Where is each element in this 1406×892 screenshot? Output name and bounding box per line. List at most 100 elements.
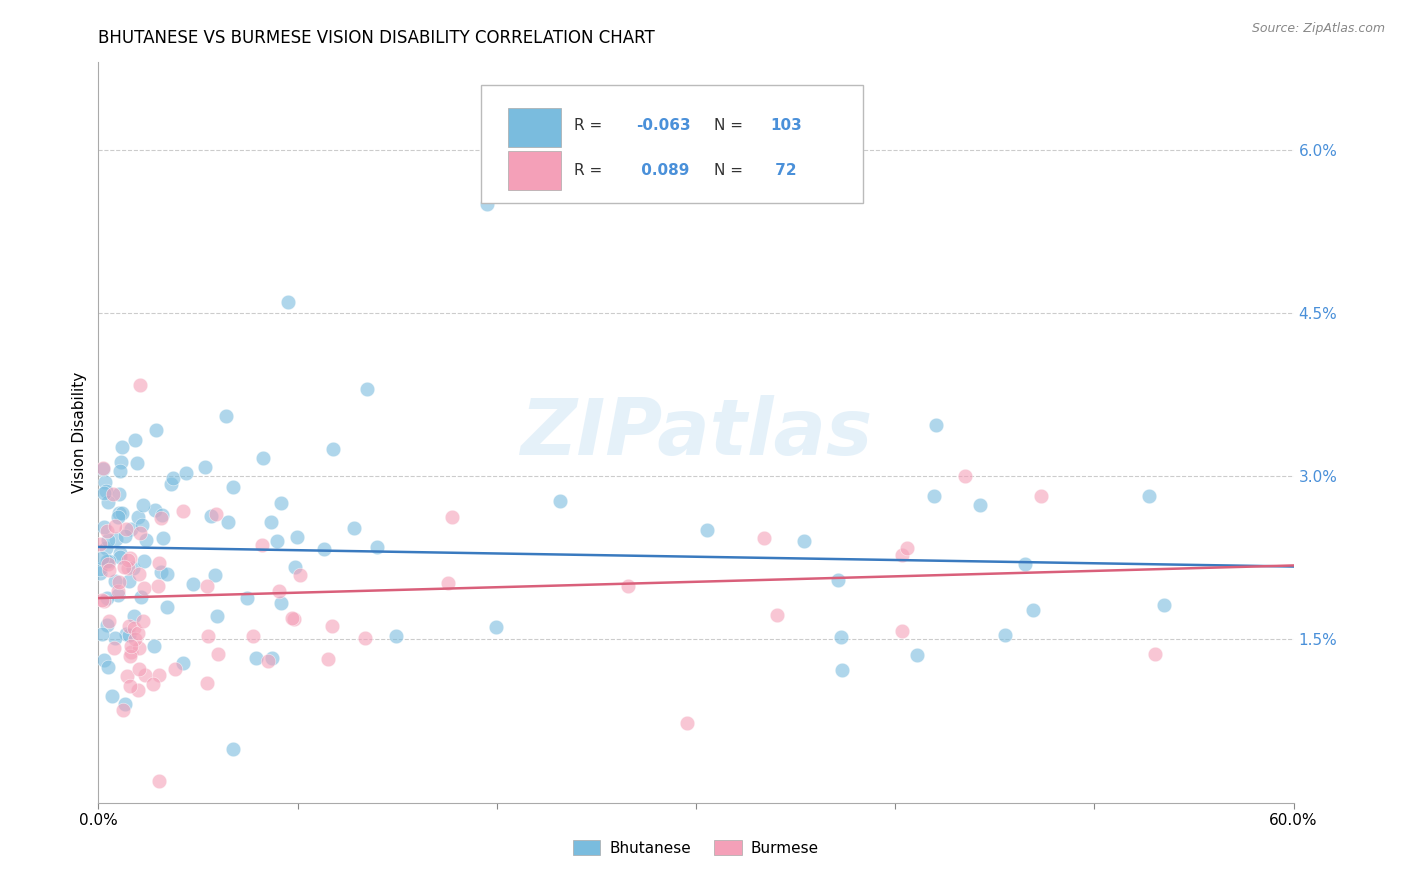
Point xyxy=(111,507,134,521)
Point xyxy=(548,494,571,508)
Point xyxy=(114,529,136,543)
Point xyxy=(195,579,218,593)
Point xyxy=(1031,489,1053,503)
Text: Source: ZipAtlas.com: Source: ZipAtlas.com xyxy=(1251,22,1385,36)
Point xyxy=(127,683,149,698)
Point xyxy=(122,609,145,624)
Point xyxy=(104,519,127,533)
Point xyxy=(195,676,218,690)
Point xyxy=(128,641,150,656)
Point xyxy=(124,433,146,447)
Point xyxy=(124,632,146,646)
Point xyxy=(385,629,408,643)
Text: 103: 103 xyxy=(770,118,801,133)
Point xyxy=(896,541,918,555)
Point xyxy=(754,531,776,545)
Point xyxy=(97,533,120,547)
FancyBboxPatch shape xyxy=(509,108,561,147)
Point xyxy=(96,618,118,632)
Point xyxy=(118,574,141,588)
Point xyxy=(827,573,849,587)
Point xyxy=(110,455,132,469)
Point xyxy=(96,591,118,606)
Point xyxy=(122,561,145,575)
Point xyxy=(103,641,125,656)
Point xyxy=(283,612,305,626)
Point xyxy=(245,651,267,665)
Point xyxy=(250,538,273,552)
Point xyxy=(260,515,283,529)
Point xyxy=(252,450,274,465)
Point xyxy=(143,639,166,653)
Point xyxy=(172,656,194,670)
Point xyxy=(354,632,377,646)
Point xyxy=(108,506,131,520)
Point xyxy=(91,627,114,641)
Point xyxy=(115,669,138,683)
FancyBboxPatch shape xyxy=(509,152,561,190)
Point xyxy=(143,503,166,517)
Point xyxy=(91,460,114,475)
Text: 72: 72 xyxy=(770,163,797,178)
Point xyxy=(91,551,114,566)
FancyBboxPatch shape xyxy=(481,85,863,203)
Point xyxy=(107,583,129,598)
Point xyxy=(100,689,122,703)
Point xyxy=(118,551,141,566)
Point xyxy=(1014,558,1036,572)
Point xyxy=(830,630,852,644)
Point xyxy=(440,510,463,524)
Point xyxy=(475,197,498,211)
Point xyxy=(125,456,148,470)
Point xyxy=(132,614,155,628)
Point xyxy=(129,525,152,540)
Point xyxy=(107,588,129,602)
Point xyxy=(93,485,115,500)
Point xyxy=(156,599,179,614)
Point xyxy=(200,509,222,524)
Point xyxy=(156,566,179,581)
Point xyxy=(93,594,115,608)
Point xyxy=(174,466,197,480)
Point xyxy=(120,522,142,536)
Point xyxy=(616,579,638,593)
Point xyxy=(89,537,111,551)
Point xyxy=(356,382,378,396)
Point xyxy=(285,530,308,544)
Point xyxy=(135,533,157,548)
Text: 0.089: 0.089 xyxy=(637,163,689,178)
Point xyxy=(148,774,170,789)
Point xyxy=(890,549,912,563)
Point xyxy=(242,629,264,643)
Point xyxy=(127,509,149,524)
Point xyxy=(120,645,142,659)
Point xyxy=(160,477,183,491)
Text: N =: N = xyxy=(714,163,742,178)
Point xyxy=(89,566,111,580)
Point xyxy=(128,566,150,581)
Point xyxy=(316,652,339,666)
Point xyxy=(148,556,170,570)
Point xyxy=(922,489,945,503)
Point xyxy=(127,626,149,640)
Point xyxy=(1137,489,1160,503)
Point xyxy=(290,568,312,582)
Point xyxy=(122,621,145,635)
Y-axis label: Vision Disability: Vision Disability xyxy=(72,372,87,493)
Point xyxy=(117,552,139,566)
Point xyxy=(108,487,131,501)
Point xyxy=(149,510,172,524)
Point xyxy=(103,487,125,501)
Point xyxy=(222,742,245,756)
Point xyxy=(128,662,150,676)
Point xyxy=(793,534,815,549)
Point xyxy=(91,462,114,476)
Point xyxy=(181,577,204,591)
Point xyxy=(197,629,219,643)
Point xyxy=(118,648,141,663)
Point xyxy=(118,628,141,642)
Point xyxy=(93,520,115,534)
Point xyxy=(765,607,787,622)
Point xyxy=(114,697,136,711)
Point xyxy=(98,563,121,577)
